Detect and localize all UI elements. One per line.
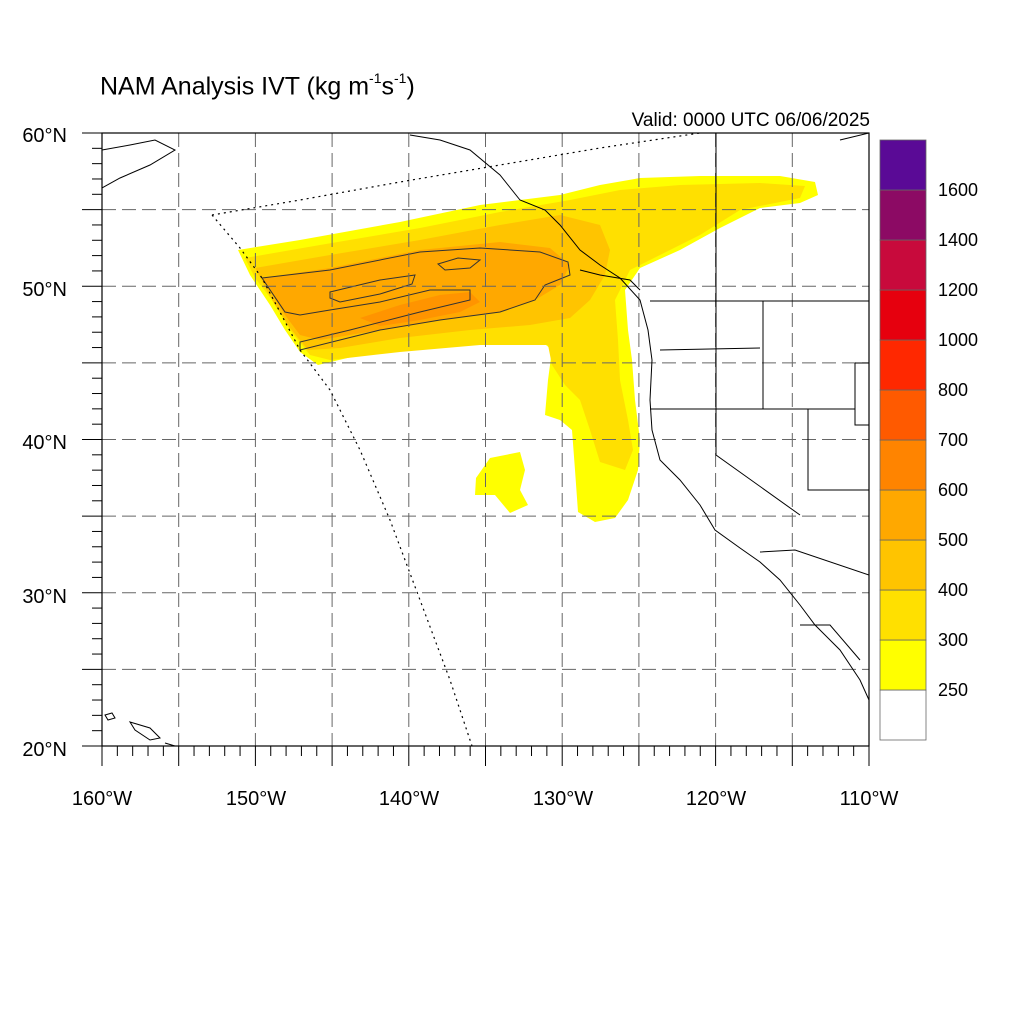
- colorbar: 250 300 400 500 600 700 800 1000 1200 1400 1600: [879, 139, 978, 741]
- lon-label: 150°W: [226, 788, 286, 810]
- lon-label: 160°W: [72, 788, 132, 810]
- colorbar-swatch: [879, 689, 927, 741]
- axis-ticks: [82, 132, 870, 766]
- lon-axis-labels: 160°W 150°W 140°W 130°W 120°W 110°W: [72, 788, 899, 810]
- ivt-600-region: [360, 292, 480, 326]
- ivt-500-region: [262, 242, 570, 340]
- lon-label: 110°W: [840, 788, 899, 810]
- map-title: NAM Analysis IVT (kg m-1s-1): [100, 70, 415, 101]
- colorbar-swatch: [879, 589, 927, 641]
- colorbar-label: 500: [938, 530, 968, 550]
- colorbar-label: 250: [938, 680, 968, 700]
- colorbar-swatch: [879, 539, 927, 591]
- lat-label: 50°N: [22, 279, 67, 301]
- colorbar-swatch: [879, 489, 927, 541]
- colorbar-label: 400: [938, 580, 968, 600]
- ivt-250-blob: [475, 452, 528, 513]
- colorbar-label: 1000: [938, 330, 978, 350]
- lon-label: 130°W: [533, 788, 593, 810]
- lon-label: 140°W: [379, 788, 439, 810]
- colorbar-label: 700: [938, 430, 968, 450]
- colorbar-label: 600: [938, 480, 968, 500]
- lat-axis-labels: 20°N 30°N 40°N 50°N 60°N: [22, 125, 67, 761]
- lat-label: 60°N: [22, 125, 67, 147]
- colorbar-swatch: [879, 189, 927, 241]
- colorbar-label: 1200: [938, 280, 978, 300]
- colorbar-label: 1600: [938, 180, 978, 200]
- colorbar-swatch: [879, 639, 927, 691]
- lat-lon-grid: [102, 133, 869, 746]
- colorbar-swatch: [879, 239, 927, 291]
- colorbar-swatch: [879, 339, 927, 391]
- colorbar-swatch: [879, 389, 927, 441]
- colorbar-swatch: [879, 439, 927, 491]
- ivt-contour-small: [436, 257, 482, 271]
- coastlines: [102, 133, 869, 746]
- ivt-field: [238, 176, 818, 522]
- lat-label: 40°N: [22, 432, 67, 454]
- lon-label: 120°W: [686, 788, 746, 810]
- colorbar-swatch: [879, 289, 927, 341]
- lat-label: 30°N: [22, 586, 67, 608]
- ivt-contour-outer: [261, 247, 571, 351]
- colorbar-label: 300: [938, 630, 968, 650]
- lat-label: 20°N: [22, 739, 67, 761]
- colorbar-label: 800: [938, 380, 968, 400]
- colorbar-label: 1400: [938, 230, 978, 250]
- valid-time: Valid: 0000 UTC 06/06/2025: [631, 110, 870, 131]
- colorbar-swatch: [879, 139, 927, 191]
- model-domain-boundary: [211, 132, 701, 747]
